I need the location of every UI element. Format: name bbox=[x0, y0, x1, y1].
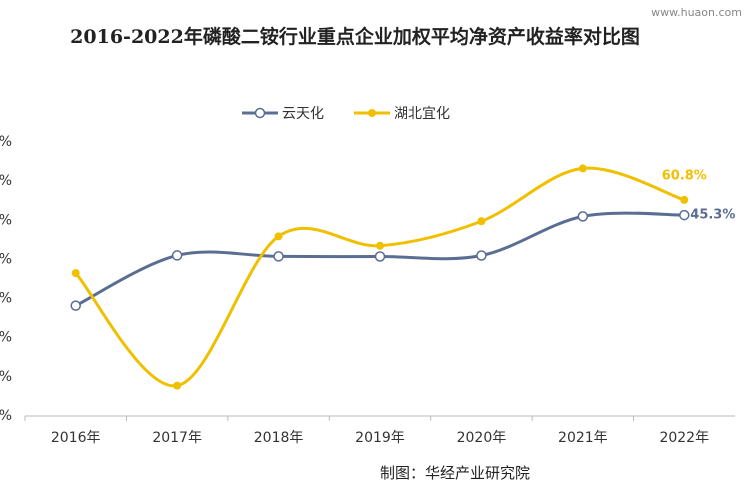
y-tick-label: 0% bbox=[0, 251, 12, 267]
marker bbox=[477, 217, 486, 226]
x-tick-label: 2021年 bbox=[558, 430, 608, 446]
y-tick-label: 120% bbox=[0, 134, 12, 150]
data-label: 45.3% bbox=[690, 208, 735, 223]
marker bbox=[71, 269, 80, 278]
x-tick-label: 2020年 bbox=[457, 430, 507, 446]
marker bbox=[171, 250, 183, 261]
y-tick-label: -120% bbox=[0, 369, 12, 385]
marker bbox=[273, 251, 284, 262]
chart-title: 2016-2022年磷酸二铵行业重点企业加权平均净资产收益率对比图 bbox=[70, 26, 640, 48]
marker bbox=[274, 232, 283, 241]
y-tick-label: -160% bbox=[0, 408, 12, 424]
legend-label: 湖北宜化 bbox=[394, 106, 450, 122]
source: 制图：华经产业研究院 bbox=[380, 464, 531, 482]
x-tick-label: 2022年 bbox=[659, 430, 709, 446]
legend-label: 云天化 bbox=[282, 106, 324, 122]
marker bbox=[376, 241, 384, 250]
marker bbox=[476, 250, 487, 261]
y-tick-label: 40% bbox=[0, 212, 12, 228]
watermark: www.huaon.com bbox=[651, 6, 742, 19]
legend-marker bbox=[254, 107, 266, 119]
marker bbox=[680, 195, 689, 204]
marker bbox=[70, 300, 81, 311]
x-tick-label: 2019年 bbox=[355, 430, 405, 446]
x-tick-label: 2018年 bbox=[254, 430, 304, 446]
marker bbox=[578, 164, 587, 173]
x-tick-label: 2016年 bbox=[51, 430, 101, 446]
line bbox=[74, 166, 685, 388]
y-tick-label: -40% bbox=[0, 291, 12, 307]
legend-marker bbox=[368, 109, 376, 117]
y-tick-label: -80% bbox=[0, 330, 12, 346]
marker bbox=[577, 211, 589, 222]
marker bbox=[374, 251, 386, 262]
data-label: 60.8% bbox=[662, 168, 707, 183]
x-tick-label: 2017年 bbox=[152, 430, 202, 446]
y-tick-label: 80% bbox=[0, 173, 12, 189]
marker bbox=[173, 381, 182, 390]
marker bbox=[679, 209, 690, 221]
